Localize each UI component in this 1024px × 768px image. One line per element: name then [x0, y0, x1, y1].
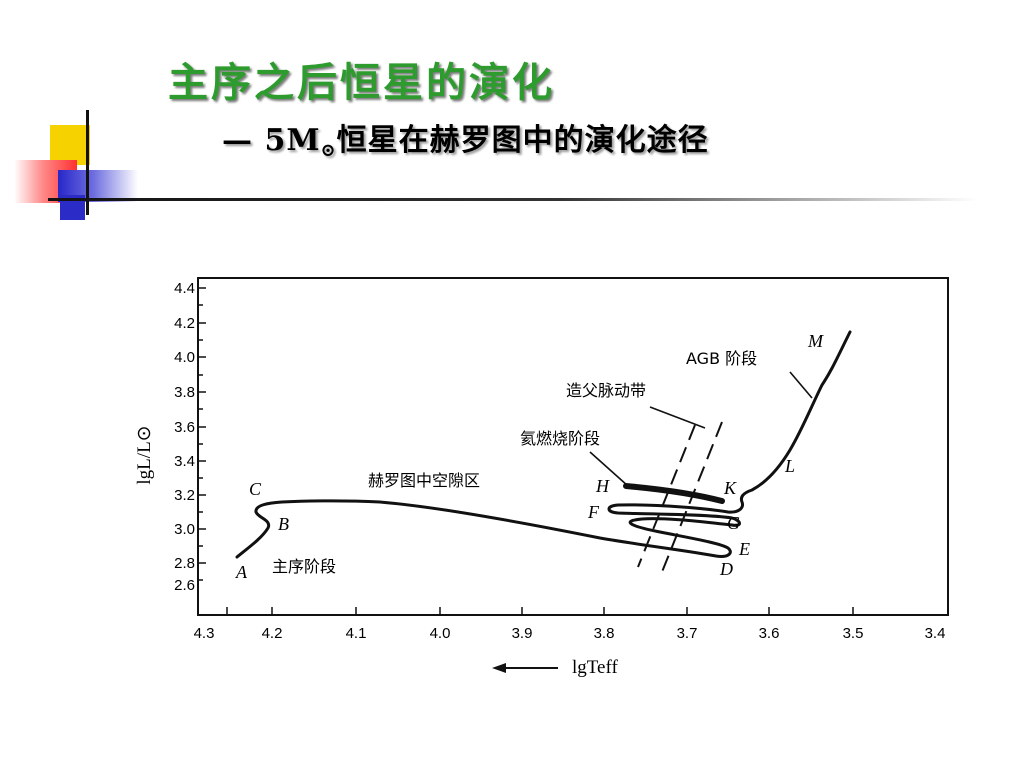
x-tick-label: 4.1 [346, 625, 367, 642]
sun-symbol: ⊙ [320, 140, 337, 161]
label-main-sequence: 主序阶段 [272, 557, 336, 576]
leader-lines [589, 371, 813, 487]
y-tick-label: 4.0 [174, 349, 195, 366]
label-hertzsprung-gap: 赫罗图中空隙区 [368, 471, 480, 490]
y-tick-marks [198, 287, 206, 581]
point-label-l: L [784, 456, 795, 476]
y-tick-label: 3.8 [174, 384, 195, 401]
point-label-e: E [738, 539, 750, 559]
subtitle-prefix: — 5M [222, 123, 321, 158]
point-label-k: K [723, 478, 737, 498]
point-label-c: C [249, 479, 262, 499]
helium-burning-track [623, 483, 725, 504]
title-underline [48, 198, 978, 201]
x-tick-label: 4.2 [262, 625, 283, 642]
point-label-m: M [807, 331, 824, 351]
decor-yellow-square [50, 125, 90, 165]
point-label-b: B [278, 514, 289, 534]
y-tick-label: 2.6 [174, 577, 195, 594]
y-tick-label: 4.4 [174, 280, 195, 297]
label-helium-burning: 氦燃烧阶段 [520, 429, 600, 448]
x-tick-label: 3.7 [677, 625, 698, 642]
x-tick-label: 3.6 [759, 625, 780, 642]
y-tick-label: 3.2 [174, 487, 195, 504]
subtitle-suffix: 恒星在赫罗图中的演化途径 [336, 123, 709, 158]
x-tick-label: 3.4 [925, 625, 946, 642]
y-tick-label: 3.6 [174, 419, 195, 436]
point-label-a: A [235, 562, 248, 582]
point-label-d: D [719, 559, 733, 579]
x-axis-label: lgTeff [572, 657, 618, 678]
slide-title: 主序之后恒星的演化 [168, 59, 555, 106]
decor-vertical-line [86, 110, 89, 215]
cepheid-strip-lines [637, 421, 723, 573]
y-tick-label: 4.2 [174, 315, 195, 332]
x-tick-label: 4.0 [430, 625, 451, 642]
x-tick-label: 3.8 [594, 625, 615, 642]
x-tick-label: 3.9 [512, 625, 533, 642]
plot-frame [197, 277, 949, 616]
x-tick-marks [226, 607, 854, 615]
point-label-h: H [595, 476, 610, 496]
point-label-g: G [727, 513, 740, 533]
x-tick-label: 3.5 [843, 625, 864, 642]
y-tick-label: 2.8 [174, 555, 195, 572]
y-axis-label: lgL/L⊙ [134, 425, 155, 484]
y-tick-label: 3.4 [174, 453, 195, 470]
slide-subtitle: — 5M⊙恒星在赫罗图中的演化途径 [222, 115, 709, 161]
x-tick-label: 4.3 [194, 625, 215, 642]
label-agb: AGB 阶段 [686, 349, 757, 368]
label-cepheid-strip: 造父脉动带 [566, 381, 646, 400]
point-label-f: F [587, 502, 600, 522]
y-tick-label: 3.0 [174, 521, 195, 538]
x-axis-arrow [492, 663, 558, 673]
